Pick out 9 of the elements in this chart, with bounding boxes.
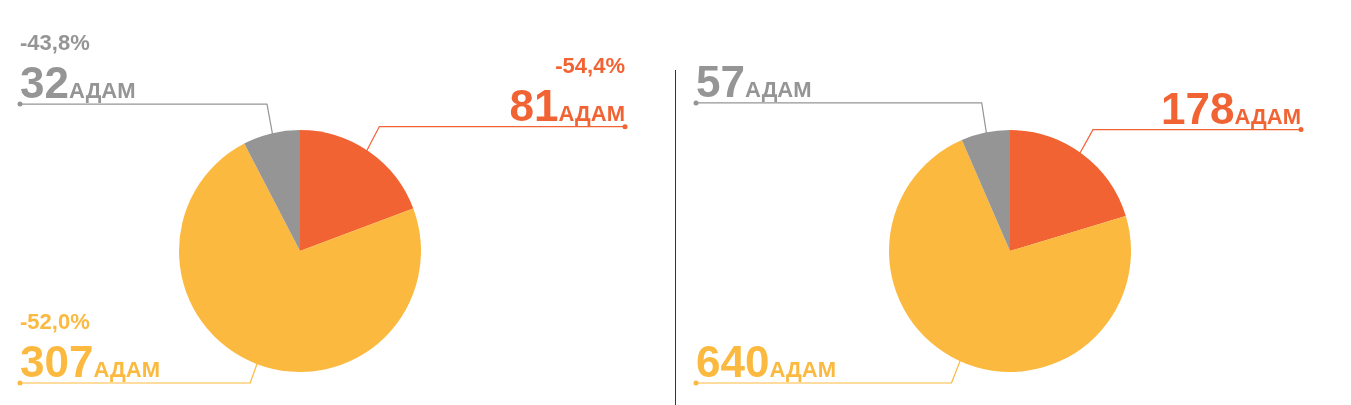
data-label: 81АДАМ — [509, 80, 625, 130]
data-label: 57АДАМ — [696, 56, 812, 106]
text: -43,8% — [20, 30, 90, 56]
data-label: 307АДАМ — [20, 337, 161, 386]
data-label: 32АДАМ — [20, 58, 136, 108]
text: -54,4% — [555, 52, 625, 78]
data-label: 178АДАМ — [1161, 83, 1301, 133]
text: -52,0% — [20, 309, 90, 334]
data-label: 640АДАМ — [696, 337, 837, 386]
